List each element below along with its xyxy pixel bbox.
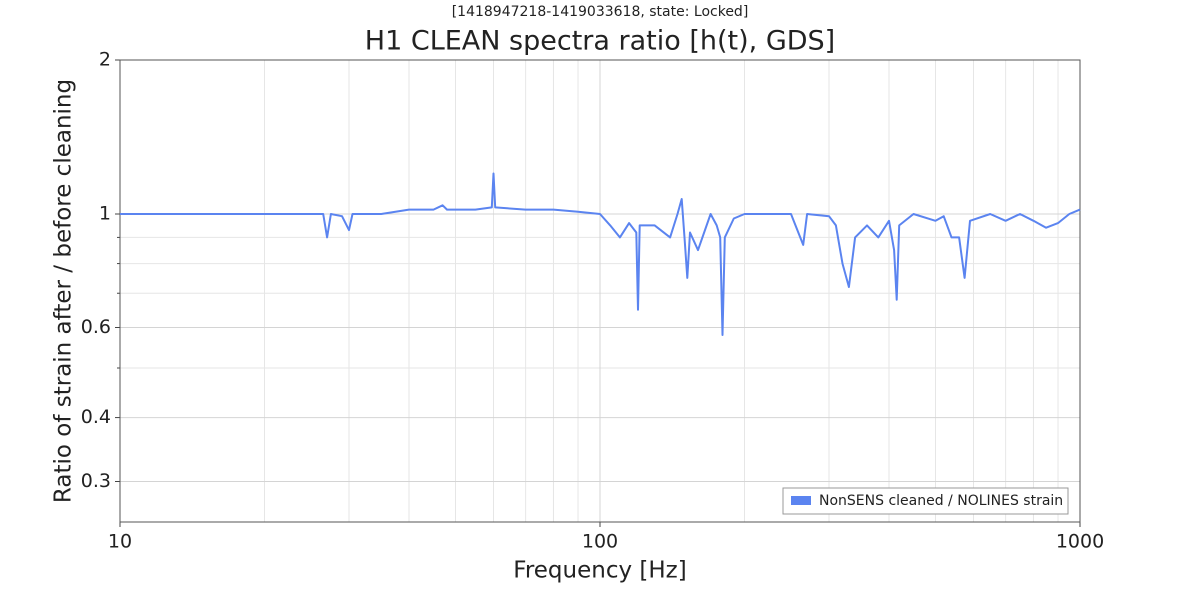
x-tick-label: 1000 bbox=[1056, 531, 1104, 553]
y-tick-label: 0.6 bbox=[81, 316, 111, 338]
plot-frame bbox=[119, 59, 1081, 523]
x-tick-label: 100 bbox=[582, 531, 618, 553]
y-axis-label: Ratio of strain after / before cleaning bbox=[51, 79, 77, 503]
y-tick-label: 1 bbox=[99, 203, 111, 225]
x-tick-label: 10 bbox=[108, 531, 132, 553]
y-tick-label: 0.4 bbox=[81, 406, 111, 428]
chart-subtitle: [1418947218-1419033618, state: Locked] bbox=[452, 4, 749, 20]
legend-label: NonSENS cleaned / NOLINES strain bbox=[819, 493, 1063, 509]
y-tick-label: 0.3 bbox=[81, 470, 111, 492]
y-tick-label: 2 bbox=[99, 49, 111, 71]
data-line bbox=[120, 172, 1081, 336]
chart-title: H1 CLEAN spectra ratio [h(t), GDS] bbox=[365, 26, 835, 57]
legend-swatch bbox=[791, 496, 811, 505]
x-axis-label: Frequency [Hz] bbox=[513, 558, 686, 584]
legend-box bbox=[782, 487, 1069, 515]
